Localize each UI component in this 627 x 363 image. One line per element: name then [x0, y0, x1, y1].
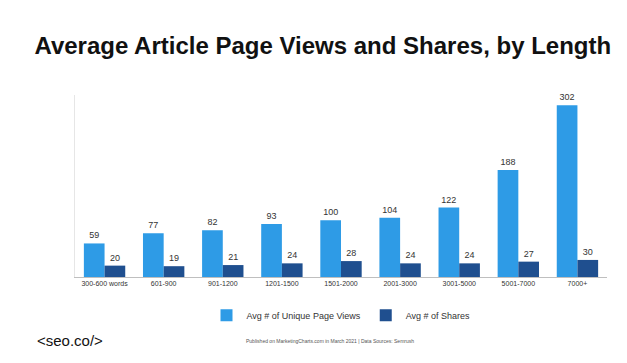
svg-text:21: 21 [228, 252, 238, 262]
svg-text:Average Article Page Views and: Average Article Page Views and Shares, b… [34, 32, 611, 59]
svg-text:<seo.co/>: <seo.co/> [37, 332, 103, 349]
svg-text:20: 20 [110, 253, 120, 263]
svg-text:Avg # of Shares: Avg # of Shares [406, 311, 470, 321]
svg-text:27: 27 [524, 249, 534, 259]
svg-text:Published on MarketingCharts.c: Published on MarketingCharts.com in Marc… [246, 338, 414, 344]
svg-text:30: 30 [583, 247, 593, 257]
svg-text:19: 19 [169, 253, 179, 263]
svg-text:7000+: 7000+ [568, 280, 588, 287]
svg-text:1201-1500: 1201-1500 [265, 280, 299, 287]
svg-text:100: 100 [323, 207, 338, 217]
svg-text:28: 28 [346, 248, 356, 258]
svg-text:24: 24 [405, 250, 415, 260]
svg-text:77: 77 [148, 220, 158, 230]
svg-text:122: 122 [441, 195, 456, 205]
svg-text:5001-7000: 5001-7000 [502, 280, 536, 287]
svg-text:2001-3000: 2001-3000 [383, 280, 417, 287]
svg-text:601-900: 601-900 [151, 280, 177, 287]
svg-text:59: 59 [89, 230, 99, 240]
svg-text:93: 93 [267, 211, 277, 221]
svg-text:3001-5000: 3001-5000 [442, 280, 476, 287]
svg-text:24: 24 [465, 250, 475, 260]
svg-text:82: 82 [207, 217, 217, 227]
svg-text:188: 188 [500, 157, 515, 167]
svg-text:24: 24 [287, 250, 297, 260]
svg-text:300-600 words: 300-600 words [81, 280, 128, 287]
svg-text:302: 302 [560, 92, 575, 102]
svg-text:Avg # of Unique Page Views: Avg # of Unique Page Views [247, 311, 361, 321]
svg-text:901-1200: 901-1200 [208, 280, 238, 287]
svg-text:1501-2000: 1501-2000 [324, 280, 358, 287]
svg-text:104: 104 [382, 205, 397, 215]
